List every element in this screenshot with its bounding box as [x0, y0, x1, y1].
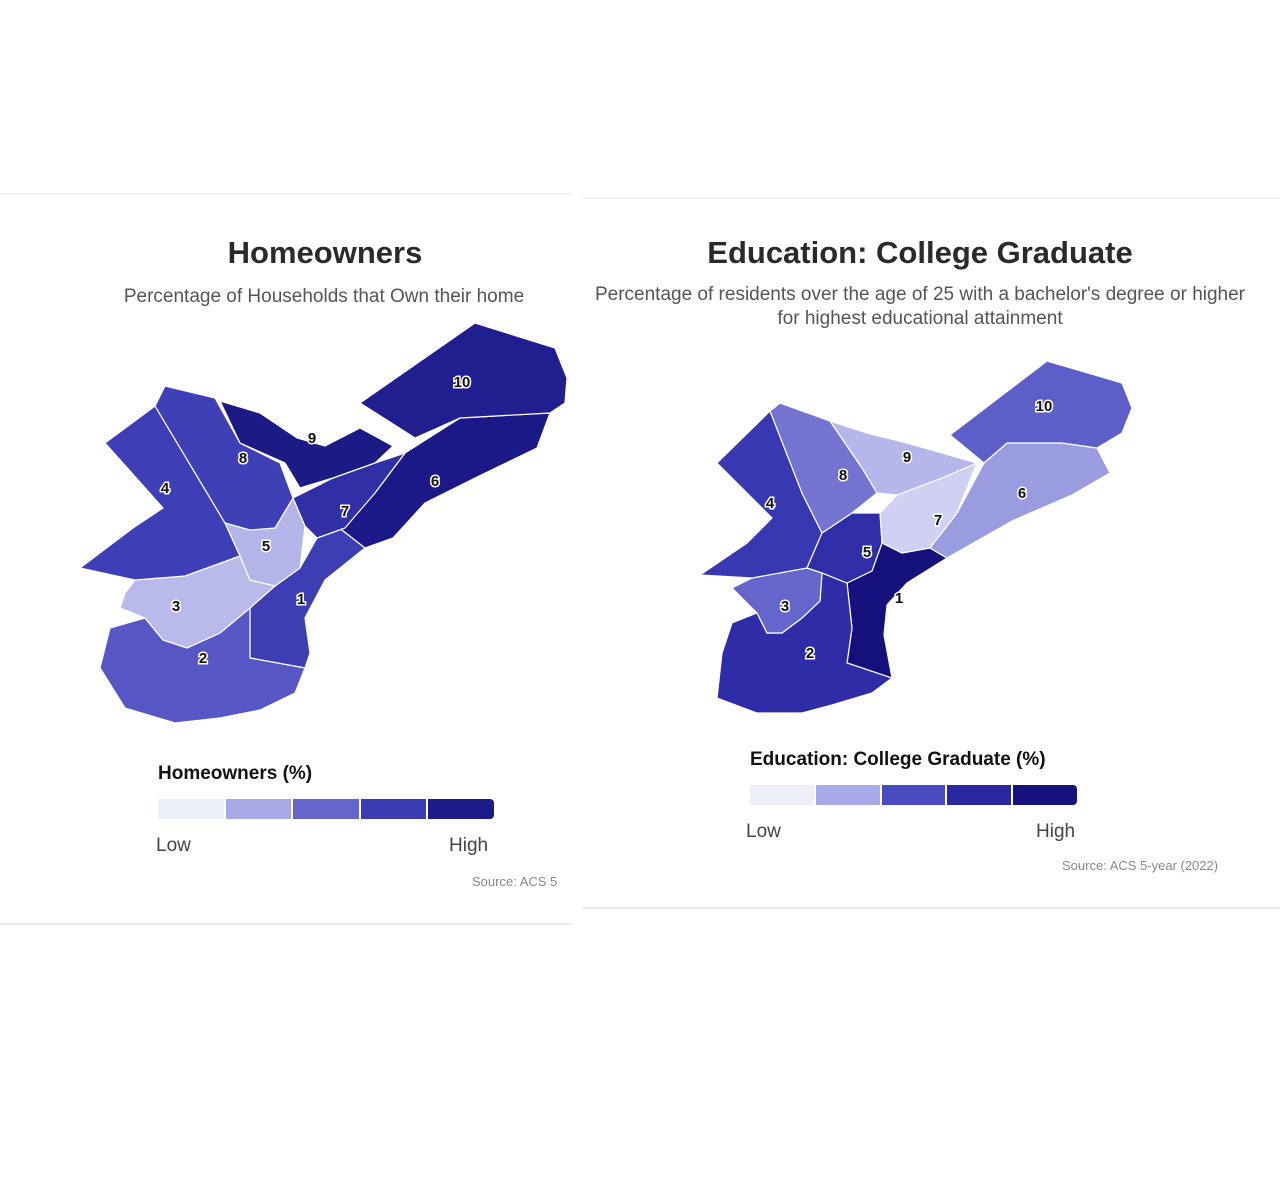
district-9-region[interactable]: [218, 400, 395, 489]
education-map-card: Education: College Graduate Percentage o…: [582, 197, 1280, 909]
district-9-region[interactable]: [828, 419, 979, 496]
legend-bin-3: [881, 785, 948, 805]
legend-bin-4: [360, 799, 429, 819]
district-5-label: 5: [863, 544, 871, 561]
homeowners-choropleth-map: 1 2 3 4 5 6 7 8 9 10: [78, 322, 568, 724]
legend-title: Homeowners (%): [158, 763, 313, 784]
legend-bin-5: [428, 799, 494, 819]
legend-title: Education: College Graduate (%): [750, 749, 1046, 770]
legend-bin-4: [947, 785, 1014, 805]
district-2-label: 2: [806, 645, 814, 662]
legend-low-label: Low: [156, 835, 191, 856]
district-3-label: 3: [172, 598, 180, 615]
district-6-label: 6: [1018, 485, 1026, 502]
district-1-label: 1: [297, 591, 305, 608]
district-6-label: 6: [431, 473, 439, 490]
district-2-label: 2: [199, 650, 207, 667]
legend-bin-5: [1013, 785, 1077, 805]
legend-bin-3: [293, 799, 361, 819]
district-5-label: 5: [262, 538, 270, 555]
district-8-label: 8: [239, 450, 247, 467]
district-1-label: 1: [895, 590, 903, 607]
district-3-label: 3: [781, 598, 789, 615]
district-10-region[interactable]: [358, 322, 568, 439]
map-subtitle: Percentage of residents over the age of …: [594, 284, 1246, 329]
legend-color-scale: [158, 799, 494, 819]
district-4-label: 4: [766, 495, 775, 512]
map-subtitle: Percentage of Households that Own their …: [123, 286, 525, 307]
district-10-label: 10: [454, 374, 471, 391]
district-10-label: 10: [1036, 398, 1053, 415]
legend-bin-2: [815, 785, 882, 805]
legend-bin-1: [750, 785, 816, 805]
legend-bin-2: [225, 799, 294, 819]
map-title: Education: College Graduate: [707, 235, 1133, 270]
legend-color-scale: [750, 785, 1077, 805]
education-choropleth-map: 1 2 3 4 5 6 7 8 9 10: [698, 360, 1133, 714]
map-title: Homeowners: [227, 235, 423, 270]
source-note: Source: ACS 5-year (2022): [1062, 858, 1219, 873]
district-7-label: 7: [934, 512, 942, 529]
district-10-region[interactable]: [949, 360, 1133, 464]
district-4-label: 4: [161, 480, 170, 497]
legend-low-label: Low: [746, 821, 781, 842]
homeowners-map-card: Homeowners Percentage of Households that…: [0, 193, 572, 925]
legend-high-label: High: [449, 835, 489, 856]
legend-bin-1: [158, 799, 226, 819]
district-8-label: 8: [839, 467, 847, 484]
district-8-region[interactable]: [154, 385, 294, 531]
source-note: Source: ACS 5: [472, 874, 558, 889]
legend-high-label: High: [1036, 821, 1076, 842]
district-9-label: 9: [903, 449, 911, 466]
district-7-label: 7: [341, 503, 349, 520]
district-9-label: 9: [308, 430, 316, 447]
